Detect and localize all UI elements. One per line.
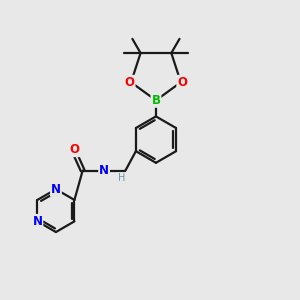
- Text: O: O: [177, 76, 187, 89]
- Text: O: O: [69, 143, 79, 156]
- Text: N: N: [99, 164, 109, 177]
- Text: B: B: [152, 94, 160, 107]
- Text: O: O: [124, 76, 135, 89]
- Text: H: H: [118, 173, 125, 183]
- Text: N: N: [32, 215, 42, 228]
- Text: N: N: [51, 183, 61, 196]
